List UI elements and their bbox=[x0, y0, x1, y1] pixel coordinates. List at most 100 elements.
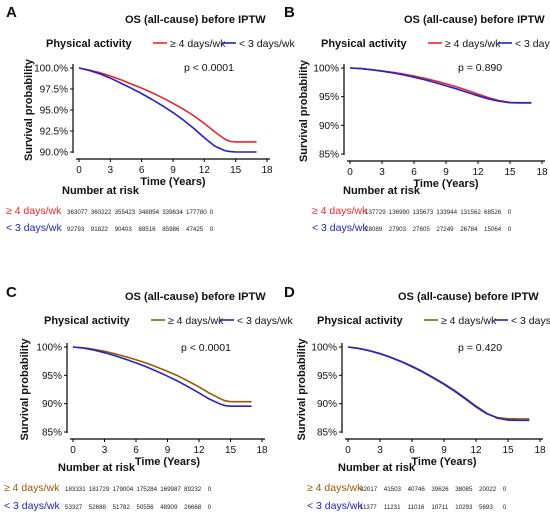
survival-curve bbox=[349, 67, 532, 104]
risk-count: 42017 bbox=[360, 486, 378, 493]
risk-count: 50556 bbox=[136, 504, 154, 511]
y-tick-label: 90% bbox=[319, 121, 339, 132]
risk-count: 10293 bbox=[455, 504, 473, 511]
risk-count: 348854 bbox=[138, 209, 159, 216]
y-tick-label: 95% bbox=[317, 371, 337, 382]
y-axis-label: Survival probability bbox=[23, 58, 35, 161]
risk-count: 10711 bbox=[431, 504, 448, 511]
risk-count: 339634 bbox=[162, 209, 183, 216]
risk-count: 5693 bbox=[479, 504, 493, 511]
risk-count: 48909 bbox=[160, 504, 178, 511]
x-tick-label: 18 bbox=[534, 445, 546, 456]
x-tick-label: 0 bbox=[347, 167, 353, 178]
survival-curve bbox=[347, 346, 530, 420]
risk-count: 175284 bbox=[136, 486, 157, 493]
survival-curve bbox=[72, 346, 252, 408]
risk-count: 169987 bbox=[160, 486, 181, 493]
risk-count: 0 bbox=[508, 226, 512, 233]
risk-table-title: Number at risk bbox=[58, 462, 136, 474]
legend-title: Physical activity bbox=[321, 38, 407, 50]
x-tick-label: 18 bbox=[261, 165, 273, 176]
survival-curve bbox=[78, 67, 257, 153]
x-tick-label: 15 bbox=[230, 165, 242, 176]
risk-count: 360222 bbox=[91, 209, 112, 216]
x-tick-label: 0 bbox=[345, 445, 351, 456]
risk-count: 27605 bbox=[413, 226, 431, 233]
legend-item-label: < 3 days/wk bbox=[515, 38, 550, 50]
risk-table-title: Number at risk bbox=[338, 462, 416, 474]
panel-label: A bbox=[6, 4, 17, 21]
km-panel-c: C OS (all-cause) before IPTW Physical acti… bbox=[4, 284, 293, 512]
risk-row-label: < 3 days/wk bbox=[6, 222, 62, 234]
x-tick-label: 12 bbox=[193, 445, 205, 456]
p-value: p < 0.0001 bbox=[181, 342, 231, 354]
risk-count: 0 bbox=[508, 209, 512, 216]
y-axis-label: Survival probability bbox=[298, 59, 310, 162]
x-tick-label: 15 bbox=[504, 167, 516, 178]
x-tick-label: 12 bbox=[472, 167, 484, 178]
legend-item-label: < 3 days/wk bbox=[511, 315, 550, 327]
chart-title: OS (all-cause) before IPTW bbox=[125, 14, 266, 26]
risk-count: 47425 bbox=[186, 226, 204, 233]
risk-count: 133944 bbox=[436, 209, 457, 216]
risk-count: 355423 bbox=[115, 209, 136, 216]
risk-count: 0 bbox=[208, 504, 212, 511]
risk-count: 91822 bbox=[91, 226, 109, 233]
survival-curve bbox=[78, 67, 257, 143]
risk-row-label: ≥ 4 days/wk bbox=[307, 482, 363, 494]
y-tick-label: 100% bbox=[313, 64, 339, 75]
risk-row-label: ≥ 4 days/wk bbox=[312, 205, 368, 217]
y-tick-label: 90% bbox=[42, 399, 62, 410]
risk-count: 38085 bbox=[455, 486, 473, 493]
risk-count: 11016 bbox=[408, 504, 425, 511]
risk-count: 68526 bbox=[484, 209, 502, 216]
x-tick-label: 15 bbox=[225, 445, 237, 456]
risk-count: 179004 bbox=[113, 486, 134, 493]
legend-item-label: ≥ 4 days/wk bbox=[168, 315, 224, 327]
risk-count: 15064 bbox=[484, 226, 502, 233]
y-tick-label: 90.0% bbox=[40, 148, 68, 159]
risk-count: 28089 bbox=[365, 226, 383, 233]
risk-count: 41503 bbox=[384, 486, 402, 493]
risk-count: 53327 bbox=[65, 504, 83, 511]
risk-count: 40746 bbox=[408, 486, 426, 493]
risk-row-label: < 3 days/wk bbox=[307, 500, 363, 512]
p-value: p = 0.890 bbox=[458, 62, 502, 74]
y-tick-label: 85% bbox=[42, 428, 62, 439]
p-value: p < 0.0001 bbox=[184, 62, 234, 74]
survival-curve bbox=[349, 67, 532, 104]
legend-item-label: ≥ 4 days/wk bbox=[441, 315, 497, 327]
risk-count: 27903 bbox=[389, 226, 407, 233]
survival-curve bbox=[72, 346, 252, 403]
chart-title: OS (all-cause) before IPTW bbox=[398, 291, 539, 303]
risk-count: 20022 bbox=[479, 486, 497, 493]
risk-count: 26668 bbox=[184, 504, 202, 511]
panel-label: D bbox=[284, 284, 295, 301]
x-tick-label: 9 bbox=[165, 445, 171, 456]
risk-count: 51782 bbox=[113, 504, 131, 511]
chart-title: OS (all-cause) before IPTW bbox=[404, 14, 545, 26]
survival-curve bbox=[347, 346, 530, 422]
legend-item-label: ≥ 4 days/wk bbox=[445, 38, 501, 50]
risk-count: 0 bbox=[503, 504, 507, 511]
y-tick-label: 100% bbox=[36, 343, 62, 354]
risk-count: 90403 bbox=[115, 226, 133, 233]
panel-label: B bbox=[284, 4, 295, 21]
x-tick-label: 0 bbox=[70, 445, 76, 456]
y-tick-label: 95% bbox=[42, 371, 62, 382]
legend-title: Physical activity bbox=[44, 315, 130, 327]
x-tick-label: 0 bbox=[76, 165, 82, 176]
km-panel-a: A OS (all-cause) before IPTW Physical acti… bbox=[6, 4, 295, 234]
km-panel-b: B OS (all-cause) before IPTW Physical acti… bbox=[284, 4, 550, 234]
risk-table-title: Number at risk bbox=[343, 185, 421, 197]
legend-item-label: ≥ 4 days/wk bbox=[170, 38, 226, 50]
risk-count: 137729 bbox=[365, 209, 386, 216]
legend-title: Physical activity bbox=[317, 315, 403, 327]
x-tick-label: 3 bbox=[379, 167, 385, 178]
x-axis-label: Time (Years) bbox=[140, 176, 206, 188]
km-panel-d: D OS (all-cause) before IPTW Physical acti… bbox=[284, 284, 550, 512]
risk-count: 177780 bbox=[186, 209, 207, 216]
risk-count: 363077 bbox=[67, 209, 88, 216]
x-tick-label: 6 bbox=[133, 445, 139, 456]
x-tick-label: 18 bbox=[536, 167, 548, 178]
